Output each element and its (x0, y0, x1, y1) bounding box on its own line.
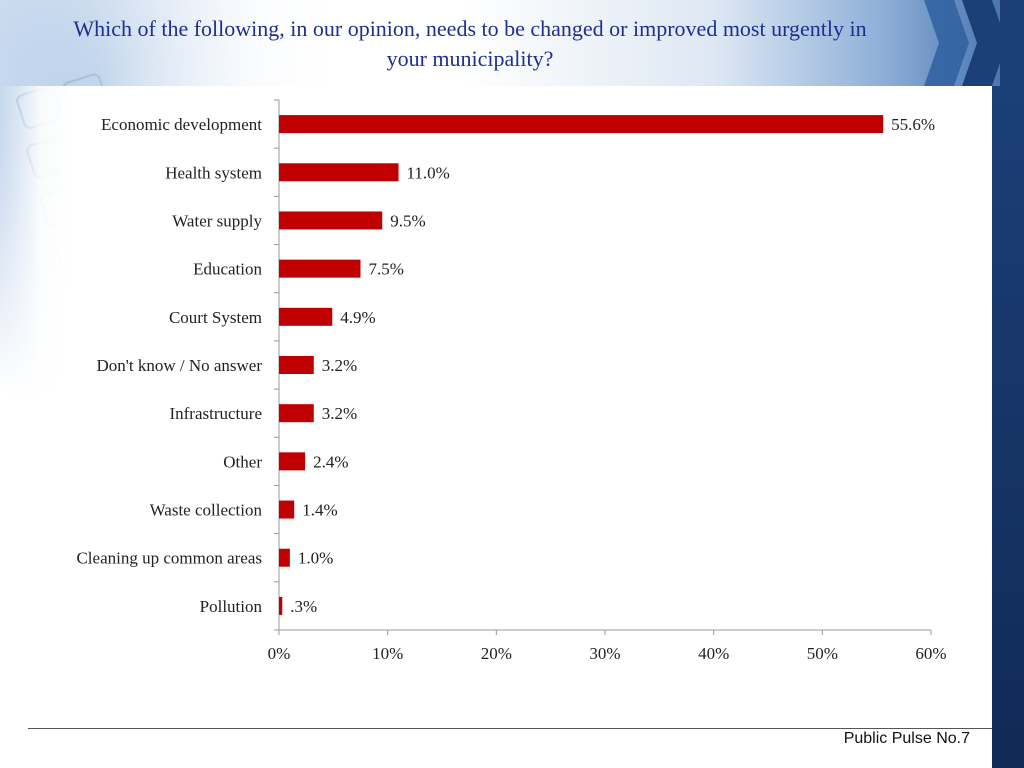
category-label: Economic development (101, 115, 262, 134)
data-label: 55.6% (891, 115, 935, 134)
bar (279, 356, 314, 374)
bar (279, 500, 295, 519)
footer-divider (28, 728, 992, 729)
data-label: 1.0% (298, 549, 333, 568)
bar (279, 163, 399, 182)
data-label: 3.2% (322, 356, 357, 375)
right-side-bar (992, 86, 1024, 768)
bar (279, 115, 884, 134)
category-label: Waste collection (150, 501, 263, 520)
data-label: 11.0% (407, 163, 450, 182)
page-title: Which of the following, in our opinion, … (73, 16, 867, 71)
x-tick-label: 10% (372, 644, 403, 663)
data-label: 2.4% (313, 452, 348, 471)
bar-chart: 0% 10% 20% 30% 40% 50% 60% Economic development… (76, 99, 947, 663)
category-label: Water supply (172, 211, 262, 230)
category-label: Pollution (200, 597, 263, 616)
x-tick-label: 30% (589, 644, 620, 663)
bar (279, 596, 283, 615)
plot-panel (0, 86, 992, 768)
category-label: Don't know / No answer (97, 356, 263, 375)
footer-label: Public Pulse No.7 (843, 730, 970, 747)
bar (279, 211, 383, 230)
bar (279, 404, 314, 423)
bar (279, 548, 290, 567)
x-tick-label: 40% (698, 644, 729, 663)
bar (279, 259, 361, 278)
x-tick-label: 50% (807, 644, 838, 663)
header-chevrons-decoration (924, 0, 1024, 86)
data-label: 1.4% (302, 501, 337, 520)
category-label: Other (223, 452, 262, 471)
x-tick-label: 20% (481, 644, 512, 663)
data-label: .3% (290, 597, 317, 616)
x-tick-label: 60% (915, 644, 946, 663)
header-band (0, 0, 1024, 86)
category-label: Cleaning up common areas (76, 549, 262, 568)
bar (279, 307, 333, 326)
x-tick-label: 0% (268, 644, 291, 663)
category-label: Court System (169, 308, 262, 327)
bar (279, 452, 306, 471)
data-label: 9.5% (390, 211, 425, 230)
data-label: 7.5% (369, 260, 404, 279)
category-label: Education (193, 260, 262, 279)
category-label: Health system (165, 163, 262, 182)
category-label: Infrastructure (169, 404, 262, 423)
data-label: 3.2% (322, 404, 357, 423)
data-label: 4.9% (340, 308, 375, 327)
